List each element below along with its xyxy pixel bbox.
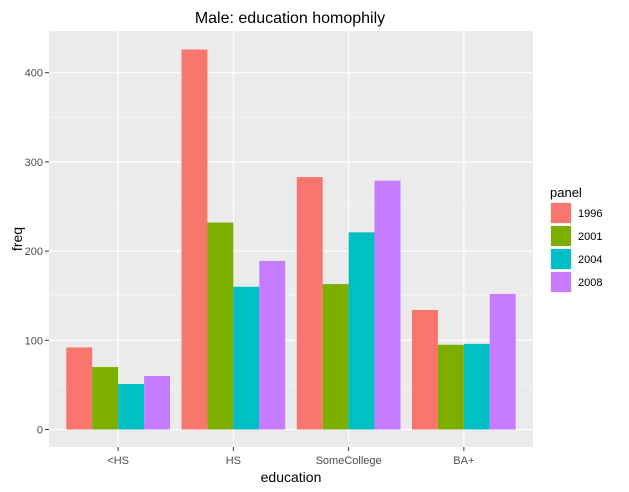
x-tick-label: <HS xyxy=(107,455,129,467)
y-tick-label: 400 xyxy=(25,68,43,80)
legend-swatch-1996 xyxy=(551,203,571,223)
bar-2004-0 xyxy=(118,384,145,430)
chart-title: Male: education homophily xyxy=(195,10,385,27)
y-axis: 0 100 200 300 400 xyxy=(25,68,49,437)
bar-1996-3 xyxy=(412,309,438,430)
bar-1996-1 xyxy=(181,49,208,430)
x-axis-title: education xyxy=(261,469,322,485)
bar-2004-2 xyxy=(348,232,375,430)
legend-title: panel xyxy=(550,185,582,200)
legend-label-2008: 2008 xyxy=(578,277,602,289)
bar-2001-1 xyxy=(207,222,234,430)
legend-label-1996: 1996 xyxy=(578,208,602,220)
legend-swatch-2004 xyxy=(551,249,571,269)
legend-label-2004: 2004 xyxy=(578,254,602,266)
legend-swatch-2001 xyxy=(551,226,571,246)
bar-2004-3 xyxy=(463,343,490,430)
y-tick-label: 200 xyxy=(25,246,43,258)
y-tick-label: 300 xyxy=(25,157,43,169)
bar-2001-0 xyxy=(92,367,119,430)
bar-1996-2 xyxy=(296,177,323,430)
bars xyxy=(66,49,516,430)
y-tick-label: 0 xyxy=(37,425,43,437)
legend-label-2001: 2001 xyxy=(578,231,602,243)
y-tick-label: 100 xyxy=(25,335,43,347)
legend: panel 1996 2001 2004 2008 xyxy=(550,185,602,293)
y-axis-title: freq xyxy=(9,227,25,251)
bar-2008-3 xyxy=(489,293,516,430)
legend-swatch-2008 xyxy=(551,272,571,292)
bar-2008-0 xyxy=(144,375,170,430)
x-tick-label: BA+ xyxy=(453,455,474,467)
bar-2001-3 xyxy=(437,344,464,430)
bar-2004-1 xyxy=(233,286,260,430)
bar-1996-0 xyxy=(66,347,93,430)
bar-2008-1 xyxy=(259,260,286,430)
bar-2001-2 xyxy=(322,284,349,430)
x-axis: <HS HS SomeCollege BA+ xyxy=(107,447,474,467)
bar-2008-2 xyxy=(374,180,401,430)
x-tick-label: HS xyxy=(226,455,241,467)
x-tick-label: SomeCollege xyxy=(316,455,382,467)
